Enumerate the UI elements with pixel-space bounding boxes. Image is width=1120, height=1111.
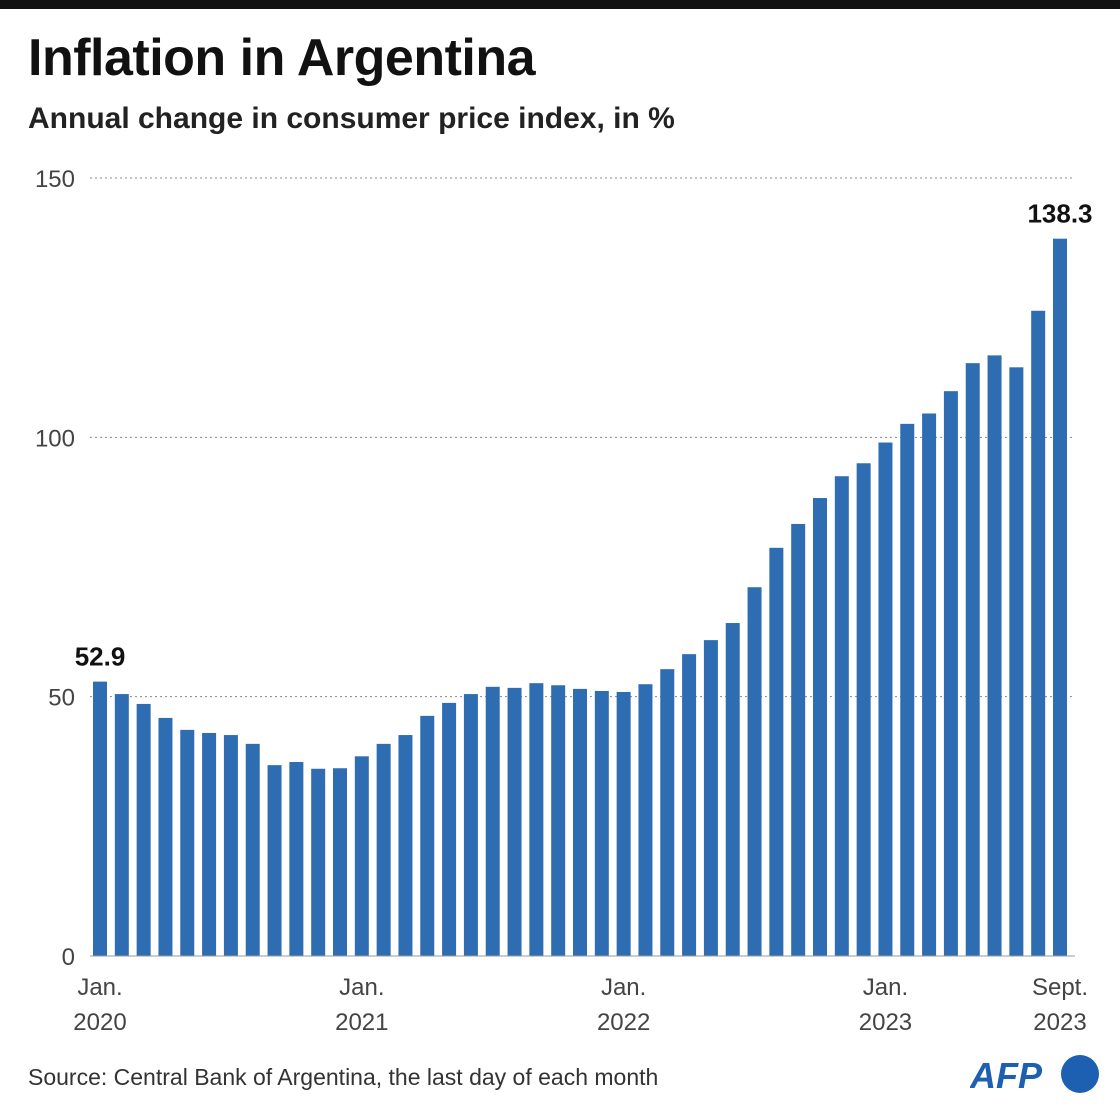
bar	[791, 523, 806, 956]
bar	[638, 684, 653, 956]
bar	[485, 686, 500, 956]
bar	[987, 355, 1002, 956]
bar	[1009, 367, 1024, 956]
bar	[93, 681, 107, 956]
x-tick-label: 2021	[335, 1009, 388, 1036]
y-tick-label: 100	[35, 425, 75, 452]
bar	[398, 735, 413, 956]
bar	[943, 391, 958, 956]
bar	[223, 735, 238, 956]
bar	[878, 442, 893, 956]
bar	[682, 654, 697, 956]
bar	[922, 413, 937, 956]
bar	[311, 768, 326, 956]
chart-title: Inflation in Argentina	[28, 29, 536, 87]
bar	[420, 715, 435, 956]
data-label: 52.9	[75, 642, 126, 672]
bar	[245, 743, 260, 956]
top-rule	[0, 0, 1120, 9]
bar	[180, 729, 195, 956]
bar	[354, 756, 369, 956]
chart-subtitle: Annual change in consumer price index, i…	[28, 102, 675, 135]
bar	[202, 732, 217, 956]
bar	[289, 762, 304, 956]
bar	[856, 463, 871, 956]
x-tick-label: Jan.	[339, 974, 384, 1001]
x-tick-label: 2023	[1033, 1009, 1086, 1036]
x-tick-label: Jan.	[863, 974, 908, 1001]
bar	[813, 498, 827, 956]
bar	[747, 587, 762, 956]
x-tick-label: Sept.	[1032, 974, 1088, 1001]
bar	[376, 743, 391, 956]
bar	[507, 687, 522, 956]
bar	[594, 690, 609, 956]
bar	[551, 685, 566, 956]
x-tick-label: Jan.	[77, 974, 122, 1001]
bar	[1031, 310, 1046, 956]
x-tick-label: Jan.	[601, 974, 646, 1001]
bar	[573, 688, 587, 956]
bar	[703, 640, 718, 956]
x-tick-label: 2023	[859, 1009, 912, 1036]
bar	[725, 623, 740, 956]
y-tick-label: 50	[48, 685, 75, 712]
bar	[616, 691, 631, 956]
bar	[834, 476, 849, 956]
bar	[158, 717, 173, 956]
bar	[900, 423, 915, 956]
x-tick-label: 2022	[597, 1009, 650, 1036]
bar	[267, 765, 282, 956]
data-label: 138.3	[1027, 199, 1092, 229]
bar	[136, 703, 151, 956]
bar	[660, 669, 675, 956]
bar	[333, 768, 347, 956]
bar	[114, 694, 129, 956]
y-tick-label: 150	[35, 166, 75, 193]
bar	[965, 363, 980, 956]
bar	[529, 683, 544, 956]
svg-text:AFP: AFP	[970, 1055, 1043, 1096]
bar	[442, 702, 457, 956]
y-tick-label: 0	[62, 944, 75, 971]
afp-logo: AFP	[970, 1055, 1099, 1096]
bar	[463, 694, 478, 956]
source-note: Source: Central Bank of Argentina, the l…	[28, 1064, 659, 1090]
bar	[769, 547, 784, 956]
bar	[1053, 238, 1067, 956]
x-tick-label: 2020	[73, 1009, 126, 1036]
